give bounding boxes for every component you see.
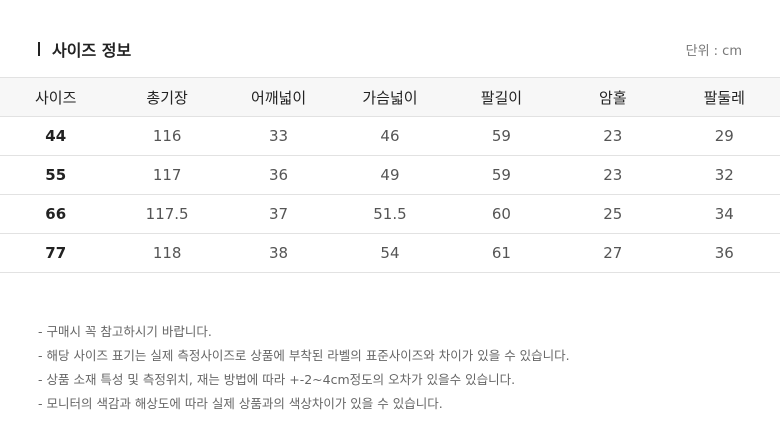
size-cell: 66 [0,194,112,234]
value-cell: 23 [557,116,669,156]
table-row: 44 116 33 46 59 23 29 [0,116,780,156]
section-title: 사이즈 정보 [38,37,131,61]
col-header: 어깨넓이 [222,77,335,117]
value-cell: 34 [668,194,780,234]
value-cell: 59 [445,155,558,195]
note-item: - 모니터의 색감과 해상도에 따라 실제 상품과의 색상차이가 있을 수 있습… [38,396,443,411]
value-cell: 29 [668,116,780,156]
value-cell: 59 [445,116,558,156]
size-table: 사이즈 총기장 어깨넓이 가슴넓이 팔길이 암홀 팔둘레 44 116 33 46 59… [0,77,780,273]
value-cell: 32 [668,155,780,195]
col-header: 사이즈 [0,77,112,117]
value-cell: 117 [111,155,223,195]
col-header: 가슴넓이 [334,77,446,117]
value-cell: 36 [222,155,335,195]
value-cell: 23 [557,155,669,195]
note-item: - 해당 사이즈 표기는 실제 측정사이즈로 상품에 부착된 라벨의 표준사이즈… [38,348,570,363]
value-cell: 60 [445,194,558,234]
value-cell: 38 [222,233,335,273]
value-cell: 46 [334,116,446,156]
col-header: 암홀 [557,77,669,117]
table-header-row: 사이즈 총기장 어깨넓이 가슴넓이 팔길이 암홀 팔둘레 [0,77,780,117]
size-cell: 44 [0,116,112,156]
value-cell: 61 [445,233,558,273]
unit-label: 단위 : cm [685,44,742,59]
value-cell: 37 [222,194,335,234]
note-item: - 구매시 꼭 참고하시기 바랍니다. [38,324,212,339]
notes: - 구매시 꼭 참고하시기 바랍니다. - 해당 사이즈 표기는 실제 측정사이… [38,320,570,416]
value-cell: 54 [334,233,446,273]
col-header: 총기장 [111,77,223,117]
table-row: 55 117 36 49 59 23 32 [0,155,780,195]
value-cell: 117.5 [111,194,223,234]
value-cell: 27 [557,233,669,273]
title-text: 사이즈 정보 [52,41,132,60]
value-cell: 116 [111,116,223,156]
value-cell: 33 [222,116,335,156]
value-cell: 51.5 [334,194,446,234]
value-cell: 36 [668,233,780,273]
note-item: - 상품 소재 특성 및 측정위치, 재는 방법에 따라 +-2~4cm정도의 … [38,372,516,387]
value-cell: 118 [111,233,223,273]
size-cell: 55 [0,155,112,195]
value-cell: 25 [557,194,669,234]
table-row: 77 118 38 54 61 27 36 [0,233,780,273]
table-row: 66 117.5 37 51.5 60 25 34 [0,194,780,234]
value-cell: 49 [334,155,446,195]
title-bar [38,42,40,56]
col-header: 팔둘레 [668,77,780,117]
col-header: 팔길이 [445,77,558,117]
size-cell: 77 [0,233,112,273]
